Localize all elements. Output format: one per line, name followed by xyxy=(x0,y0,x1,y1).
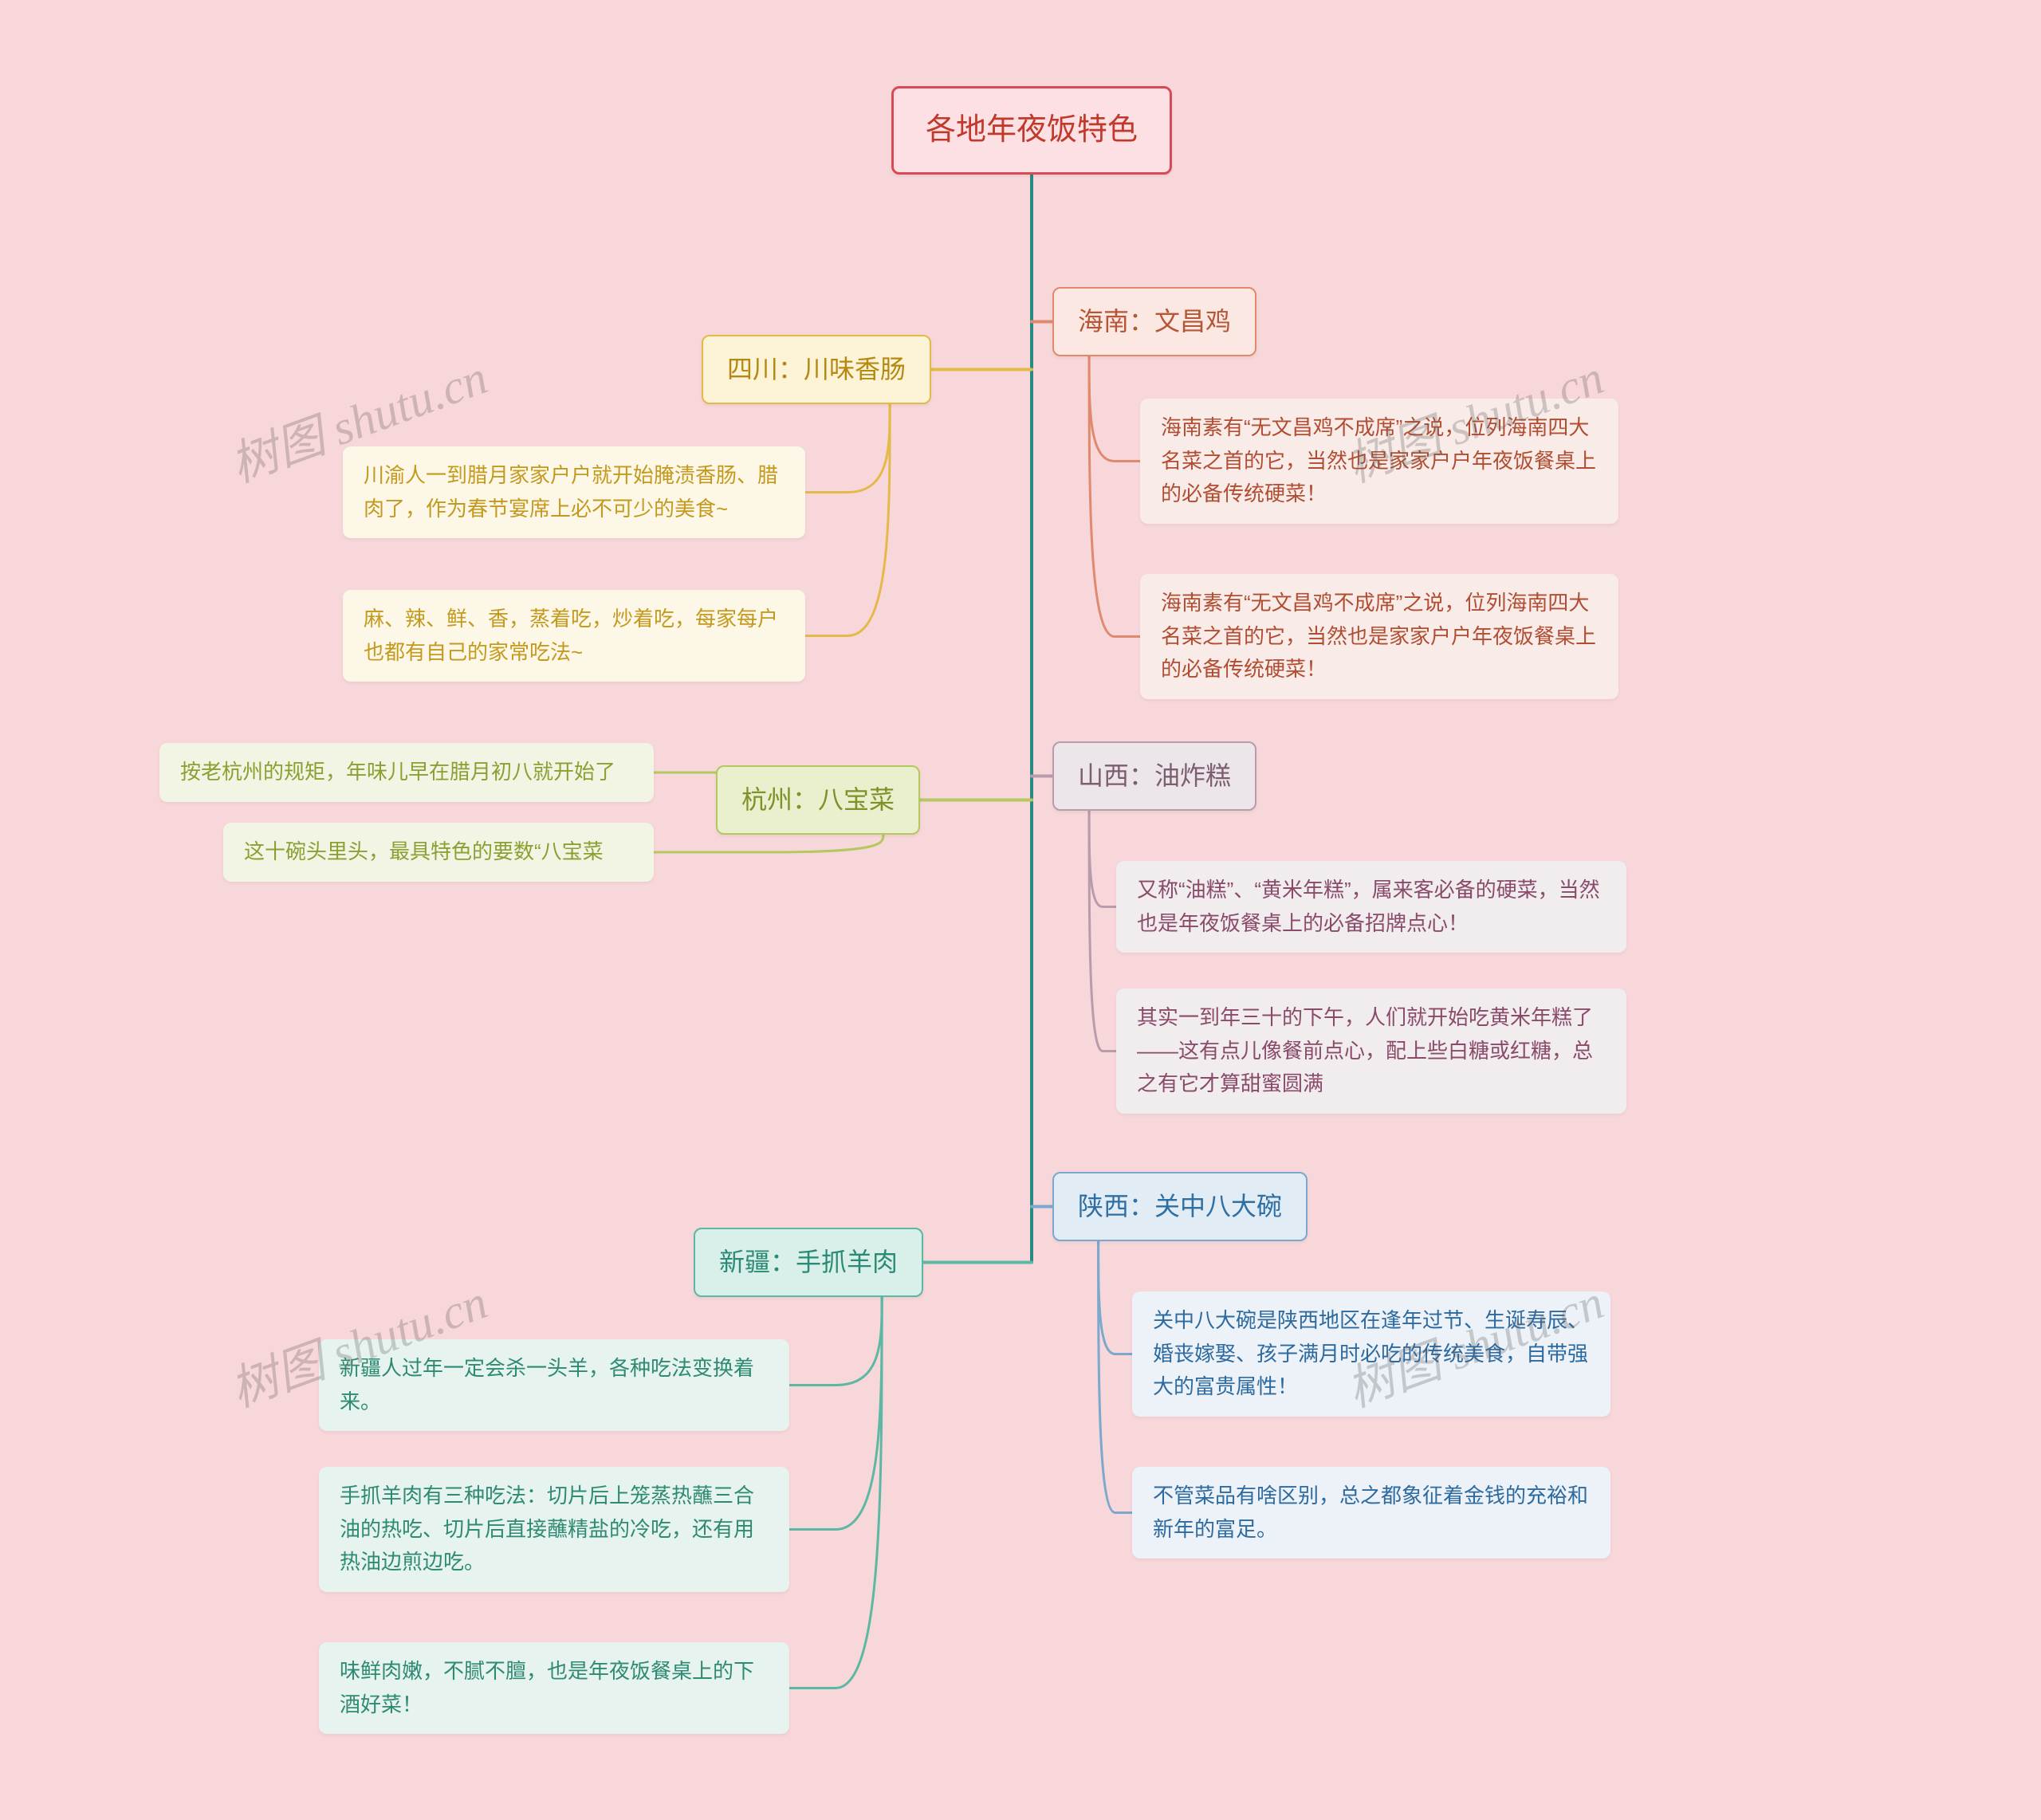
leaf-text: 又称“油糕”、“黄米年糕”，属来客必备的硬菜，当然也是年夜饭餐桌上的必备招牌点心… xyxy=(1137,878,1600,935)
leaf-text: 不管菜品有啥区别，总之都象征着金钱的充裕和新年的富足。 xyxy=(1153,1484,1588,1541)
leaf-node-shanxi-1[interactable]: 其实一到年三十的下午，人们就开始吃黄米年糕了——这有点儿像餐前点心，配上些白糖或… xyxy=(1116,989,1626,1114)
branch-node-sichuan[interactable]: 四川：川味香肠 xyxy=(702,335,931,404)
branch-label: 陕西：关中八大碗 xyxy=(1078,1192,1282,1221)
branch-node-shanxi[interactable]: 山西：油炸糕 xyxy=(1052,741,1256,811)
leaf-text: 海南素有“无文昌鸡不成席”之说，位列海南四大名菜之首的它，当然也是家家户户年夜饭… xyxy=(1161,591,1596,681)
branch-node-xinjiang[interactable]: 新疆：手抓羊肉 xyxy=(694,1228,923,1297)
branch-label: 四川：川味香肠 xyxy=(727,355,906,383)
root-label: 各地年夜饭特色 xyxy=(926,113,1138,147)
branch-label: 海南：文昌鸡 xyxy=(1078,307,1231,336)
root-node[interactable]: 各地年夜饭特色 xyxy=(891,86,1172,175)
leaf-text: 其实一到年三十的下午，人们就开始吃黄米年糕了——这有点儿像餐前点心，配上些白糖或… xyxy=(1137,1005,1593,1095)
leaf-text: 海南素有“无文昌鸡不成席”之说，位列海南四大名菜之首的它，当然也是家家户户年夜饭… xyxy=(1161,415,1596,505)
leaf-node-xinjiang-0[interactable]: 新疆人过年一定会杀一头羊，各种吃法变换着来。 xyxy=(319,1339,789,1431)
leaf-node-shanxi-0[interactable]: 又称“油糕”、“黄米年糕”，属来客必备的硬菜，当然也是年夜饭餐桌上的必备招牌点心… xyxy=(1116,861,1626,953)
leaf-node-hainan-1[interactable]: 海南素有“无文昌鸡不成席”之说，位列海南四大名菜之首的它，当然也是家家户户年夜饭… xyxy=(1140,574,1618,699)
leaf-node-xinjiang-2[interactable]: 味鲜肉嫩，不腻不膻，也是年夜饭餐桌上的下酒好菜！ xyxy=(319,1642,789,1734)
leaf-text: 按老杭州的规矩，年味儿早在腊月初八就开始了 xyxy=(180,760,615,784)
leaf-node-sichuan-0[interactable]: 川渝人一到腊月家家户户就开始腌渍香肠、腊肉了，作为春节宴席上必不可少的美食~ xyxy=(343,446,805,538)
leaf-node-shaanxi-1[interactable]: 不管菜品有啥区别，总之都象征着金钱的充裕和新年的富足。 xyxy=(1132,1467,1610,1559)
branch-label: 新疆：手抓羊肉 xyxy=(719,1248,898,1276)
branch-label: 杭州：八宝菜 xyxy=(741,785,895,814)
connector-layer xyxy=(0,0,2041,1820)
leaf-node-hangzhou-1[interactable]: 这十碗头里头，最具特色的要数“八宝菜 xyxy=(223,823,654,882)
branch-node-hangzhou[interactable]: 杭州：八宝菜 xyxy=(716,765,920,835)
leaf-text: 手抓羊肉有三种吃法：切片后上笼蒸热蘸三合油的热吃、切片后直接蘸精盐的冷吃，还有用… xyxy=(340,1484,754,1574)
leaf-node-hangzhou-0[interactable]: 按老杭州的规矩，年味儿早在腊月初八就开始了 xyxy=(159,743,654,802)
leaf-node-hainan-0[interactable]: 海南素有“无文昌鸡不成席”之说，位列海南四大名菜之首的它，当然也是家家户户年夜饭… xyxy=(1140,399,1618,524)
leaf-node-shaanxi-0[interactable]: 关中八大碗是陕西地区在逢年过节、生诞寿辰、婚丧嫁娶、孩子满月时必吃的传统美食，自… xyxy=(1132,1291,1610,1417)
leaf-node-xinjiang-1[interactable]: 手抓羊肉有三种吃法：切片后上笼蒸热蘸三合油的热吃、切片后直接蘸精盐的冷吃，还有用… xyxy=(319,1467,789,1592)
branch-label: 山西：油炸糕 xyxy=(1078,761,1231,790)
mindmap-canvas: 各地年夜饭特色四川：川味香肠川渝人一到腊月家家户户就开始腌渍香肠、腊肉了，作为春… xyxy=(0,0,2041,1820)
leaf-text: 味鲜肉嫩，不腻不膻，也是年夜饭餐桌上的下酒好菜！ xyxy=(340,1659,754,1716)
leaf-text: 麻、辣、鲜、香，蒸着吃，炒着吃，每家每户也都有自己的家常吃法~ xyxy=(364,607,778,664)
leaf-text: 新疆人过年一定会杀一头羊，各种吃法变换着来。 xyxy=(340,1356,754,1413)
branch-node-hainan[interactable]: 海南：文昌鸡 xyxy=(1052,287,1256,356)
leaf-text: 这十碗头里头，最具特色的要数“八宝菜 xyxy=(244,839,604,863)
branch-node-shaanxi[interactable]: 陕西：关中八大碗 xyxy=(1052,1172,1308,1241)
leaf-text: 川渝人一到腊月家家户户就开始腌渍香肠、腊肉了，作为春节宴席上必不可少的美食~ xyxy=(364,463,778,521)
leaf-node-sichuan-1[interactable]: 麻、辣、鲜、香，蒸着吃，炒着吃，每家每户也都有自己的家常吃法~ xyxy=(343,590,805,682)
leaf-text: 关中八大碗是陕西地区在逢年过节、生诞寿辰、婚丧嫁娶、孩子满月时必吃的传统美食，自… xyxy=(1153,1308,1588,1398)
